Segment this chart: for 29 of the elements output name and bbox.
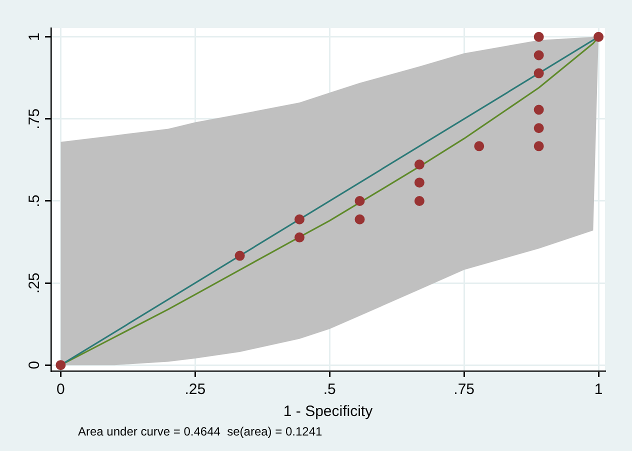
x-tick-label: .75 (454, 381, 475, 398)
point (474, 141, 484, 152)
x-tick-label: 1 (594, 381, 603, 398)
point (414, 160, 424, 170)
y-tick-label: 0 (26, 360, 44, 370)
point (414, 178, 424, 188)
point (534, 68, 544, 78)
x-tick-label: .5 (323, 381, 336, 398)
y-tick-label: 1 (26, 32, 44, 42)
point (534, 32, 544, 42)
point (234, 250, 245, 261)
point (594, 32, 604, 42)
x-tick-label: 0 (56, 381, 65, 398)
point (534, 123, 544, 134)
x-tick-label: .25 (184, 381, 206, 398)
point (354, 196, 365, 206)
point (354, 214, 365, 224)
point (294, 214, 304, 224)
y-tick-label: .25 (26, 272, 44, 294)
point (534, 50, 544, 60)
point (294, 232, 304, 242)
y-tick-label: .75 (26, 108, 44, 130)
x-axis-title: 1 - Specificity (283, 403, 374, 420)
point (534, 104, 544, 115)
point (534, 141, 544, 152)
text: Area under curve = 0.4644 se(area) = 0.1241 (78, 424, 322, 438)
point (56, 360, 66, 370)
y-tick-label: .5 (26, 194, 44, 208)
point (414, 196, 424, 206)
